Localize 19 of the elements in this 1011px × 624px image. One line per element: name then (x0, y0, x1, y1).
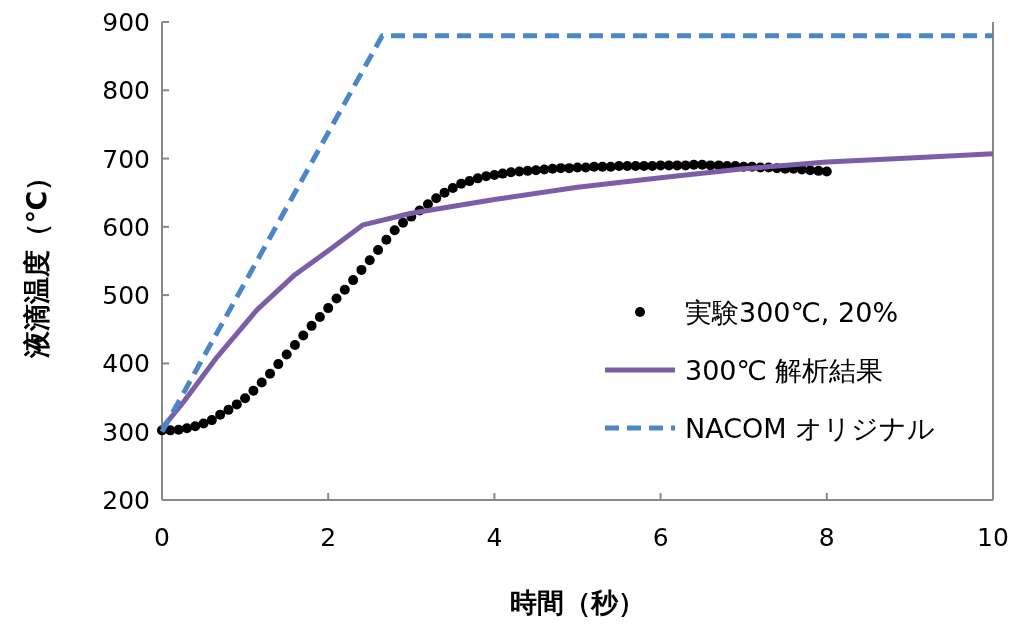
y-tick-label: 500 (102, 281, 150, 311)
legend-label: NACOM オリジナル (685, 413, 936, 444)
legend-label: 300℃ 解析結果 (685, 355, 884, 386)
x-tick-label: 10 (977, 523, 1009, 552)
x-axis-title: 時間（秒） (510, 587, 645, 618)
y-tick-label: 400 (102, 349, 150, 379)
x-tick-label: 6 (652, 523, 669, 552)
legend-label: 実験300℃, 20% (685, 297, 899, 328)
y-tick-label: 300 (102, 417, 150, 447)
x-tick-label: 2 (320, 523, 337, 552)
y-tick-label: 600 (102, 212, 150, 242)
y-tick-label: 900 (102, 8, 150, 37)
x-tick-label: 0 (154, 523, 170, 552)
y-tick-label: 200 (102, 486, 150, 515)
x-tick-label: 4 (486, 523, 503, 552)
y-tick-label: 800 (102, 76, 150, 106)
y-axis-title: 液滴温度（℃） (21, 163, 52, 360)
y-tick-label: 700 (102, 144, 150, 174)
x-tick-label: 8 (818, 523, 835, 552)
